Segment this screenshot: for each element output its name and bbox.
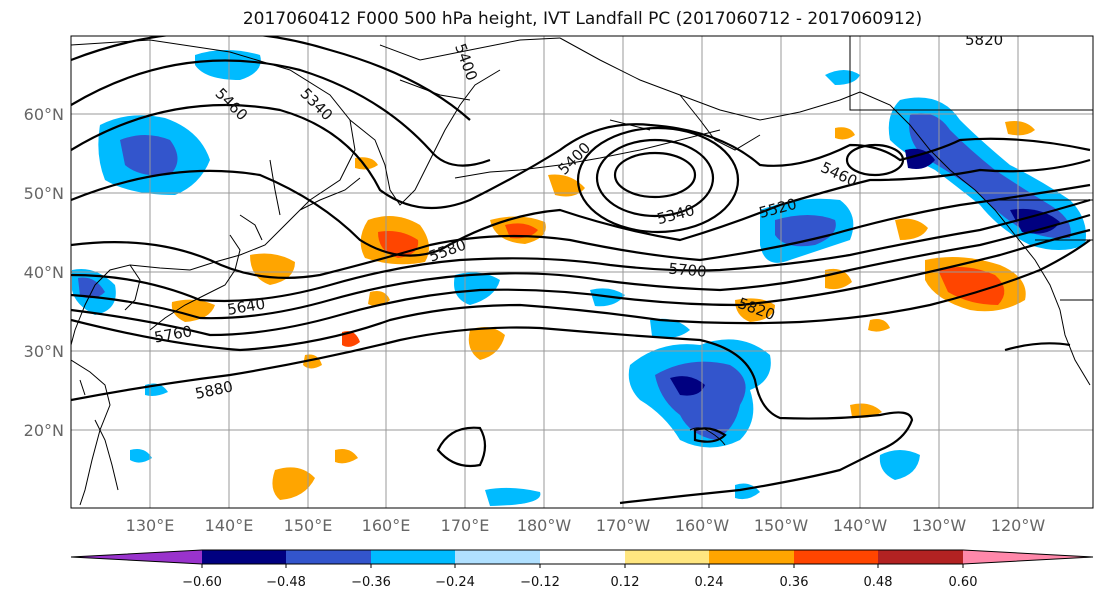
colorbar-segment (794, 550, 878, 564)
colorbar-tick-label: −0.48 (266, 575, 306, 590)
colorbar-tick-label: 0.60 (949, 575, 978, 590)
contour-label: 5820 (965, 31, 1003, 49)
lon-label: 140°E (205, 516, 254, 535)
lon-label: 180°W (517, 516, 572, 535)
lat-label: 50°N (24, 184, 64, 203)
colorbar-segment (963, 550, 1093, 564)
lon-label: 170°W (596, 516, 651, 535)
colorbar-tick-label: 0.48 (864, 575, 893, 590)
lat-label: 20°N (24, 421, 64, 440)
colorbar-segment (202, 550, 286, 564)
lon-label: 150°W (754, 516, 809, 535)
lon-label: 150°E (284, 516, 333, 535)
colorbar-tick-label: 0.12 (611, 575, 640, 590)
longitude-labels: 130°E 140°E 150°E 160°E 170°E 180°W 170°… (126, 516, 1046, 535)
lon-label: 170°E (441, 516, 490, 535)
lat-label: 60°N (24, 105, 64, 124)
colorbar-segment (709, 550, 794, 564)
colorbar-tick-label: −0.12 (520, 575, 560, 590)
colorbar (71, 550, 1093, 568)
lat-label: 30°N (24, 342, 64, 361)
contour-label: 5700 (668, 260, 708, 281)
colorbar-ticks: −0.60 −0.48 −0.36 −0.24 −0.12 0.12 0.24 … (182, 575, 977, 590)
colorbar-segment (625, 550, 709, 564)
colorbar-tick-label: −0.60 (182, 575, 222, 590)
lon-label: 160°E (362, 516, 411, 535)
colorbar-segment (71, 550, 202, 564)
colorbar-tick-label: 0.24 (695, 575, 724, 590)
map-panel: 5400 5460 5340 5400 5340 5520 5460 5580 … (71, 31, 1093, 508)
latitude-labels: 60°N 50°N 40°N 30°N 20°N (24, 105, 64, 440)
lon-label: 130°E (126, 516, 175, 535)
colorbar-segment (371, 550, 455, 564)
lon-label: 160°W (675, 516, 730, 535)
colorbar-segment (878, 550, 963, 564)
colorbar-segment (540, 550, 625, 564)
colorbar-tick-label: 0.36 (780, 575, 809, 590)
lon-label: 130°W (912, 516, 967, 535)
colorbar-tick-label: −0.36 (351, 575, 391, 590)
lat-label: 40°N (24, 263, 64, 282)
lon-label: 120°W (991, 516, 1046, 535)
colorbar-tick-label: −0.24 (435, 575, 475, 590)
lon-label: 140°W (833, 516, 888, 535)
colorbar-segment (455, 550, 540, 564)
map-figure: 5400 5460 5340 5400 5340 5520 5460 5580 … (0, 0, 1105, 601)
colorbar-segment (286, 550, 371, 564)
